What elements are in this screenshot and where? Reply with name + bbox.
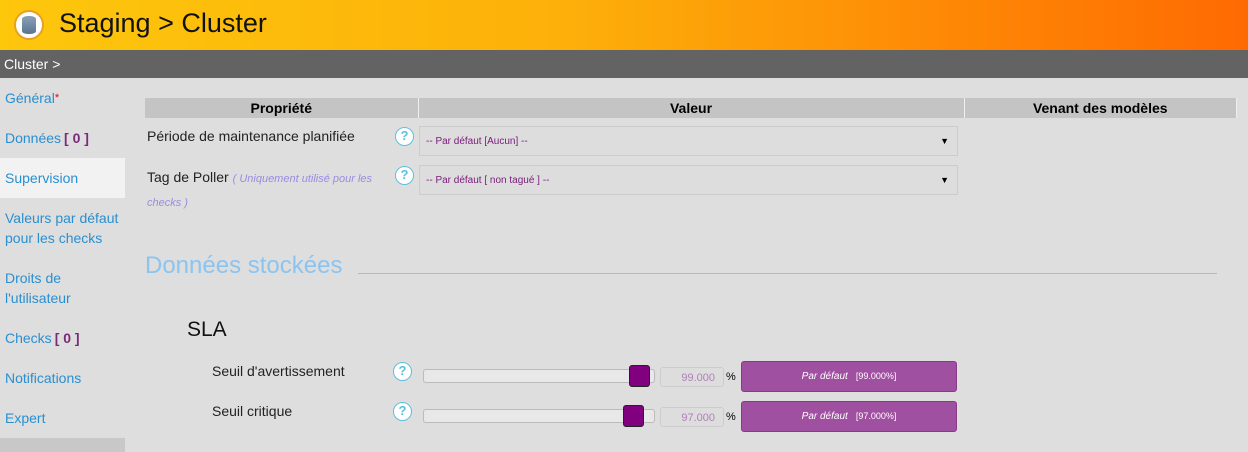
default-value: [99.000%]	[855, 371, 897, 381]
sla-label: Seuil critique	[212, 403, 293, 419]
sidebar-footer	[0, 438, 125, 452]
sidebar-item-notifications[interactable]: Notifications	[0, 358, 125, 398]
property-label: Période de maintenance planifiée	[147, 128, 355, 144]
button-label: Par défaut	[801, 411, 848, 422]
property-label: Tag de Poller ( Uniquement utilisé pour …	[147, 166, 377, 214]
sidebar-item-label: Notifications	[5, 370, 82, 386]
sidebar-item-donnees[interactable]: Données[ 0 ]	[0, 118, 125, 158]
count-badge: [ 0 ]	[54, 330, 80, 346]
breadcrumb[interactable]: Cluster >	[0, 50, 1248, 78]
sidebar-item-expert[interactable]: Expert	[0, 398, 125, 438]
warning-default-button[interactable]: Par défaut [99.000%]	[741, 361, 957, 392]
sidebar-item-label: Supervision	[5, 170, 79, 186]
help-icon[interactable]: ?	[393, 402, 412, 421]
sidebar-item-defaults[interactable]: Valeurs par défaut pour les checks	[0, 198, 125, 258]
section-title: Données stockées	[145, 252, 343, 279]
page-title: Staging > Cluster	[59, 8, 267, 38]
properties-table: Propriété Valeur Venant des modèles	[145, 98, 1237, 118]
sidebar-item-supervision[interactable]: Supervision	[0, 158, 125, 198]
property-label-text: Tag de Poller	[147, 169, 229, 185]
caret-down-icon: ▼	[940, 175, 949, 185]
sidebar-item-rights[interactable]: Droits de l'utilisateur	[0, 258, 125, 318]
database-icon	[14, 10, 44, 40]
property-note: ( Uniquement utilisé pour les checks )	[147, 173, 373, 209]
critical-default-button[interactable]: Par défaut [97.000%]	[741, 401, 957, 432]
warning-threshold-slider[interactable]	[423, 365, 655, 387]
help-icon[interactable]: ?	[395, 166, 414, 185]
maintenance-period-select[interactable]: -- Par défaut [Aucun] -- ▼	[419, 126, 958, 156]
poller-tag-select[interactable]: -- Par défaut [ non tagué ] -- ▼	[419, 165, 958, 195]
sidebar: Général * Données[ 0 ] Supervision Valeur…	[0, 78, 125, 452]
column-header: Valeur	[418, 98, 965, 118]
sidebar-item-checks[interactable]: Checks[ 0 ]	[0, 318, 125, 358]
sidebar-item-label: Checks	[5, 330, 52, 346]
warning-threshold-input[interactable]: 99.000	[660, 367, 724, 387]
sidebar-item-label: Droits de l'utilisateur	[5, 270, 71, 306]
sidebar-item-label: Expert	[5, 410, 46, 426]
select-value: -- Par défaut [ non tagué ] --	[426, 175, 550, 186]
help-icon[interactable]: ?	[395, 127, 414, 146]
column-header: Propriété	[145, 98, 419, 118]
app-header: Staging > Cluster	[0, 0, 1248, 50]
count-badge: [ 0 ]	[64, 130, 89, 146]
button-label: Par défaut	[801, 371, 848, 382]
sidebar-item-label: Général	[5, 90, 55, 106]
column-header: Venant des modèles	[964, 98, 1237, 118]
unit-label: %	[726, 411, 736, 423]
sidebar-item-label: Valeurs par défaut pour les checks	[5, 210, 119, 246]
caret-down-icon: ▼	[940, 136, 949, 146]
select-value: -- Par défaut [Aucun] --	[426, 136, 528, 147]
critical-threshold-slider[interactable]	[423, 405, 655, 427]
sidebar-item-label: Données	[5, 130, 62, 146]
slider-thumb[interactable]	[629, 365, 651, 387]
sla-title: SLA	[187, 318, 227, 341]
required-marker: *	[54, 92, 60, 104]
sla-label: Seuil d'avertissement	[212, 363, 345, 379]
default-value: [97.000%]	[855, 411, 897, 421]
unit-label: %	[726, 371, 736, 383]
section-divider	[358, 273, 1217, 274]
critical-threshold-input[interactable]: 97.000	[660, 407, 724, 427]
slider-thumb[interactable]	[623, 405, 645, 427]
sidebar-item-general[interactable]: Général *	[0, 78, 125, 118]
help-icon[interactable]: ?	[393, 362, 412, 381]
